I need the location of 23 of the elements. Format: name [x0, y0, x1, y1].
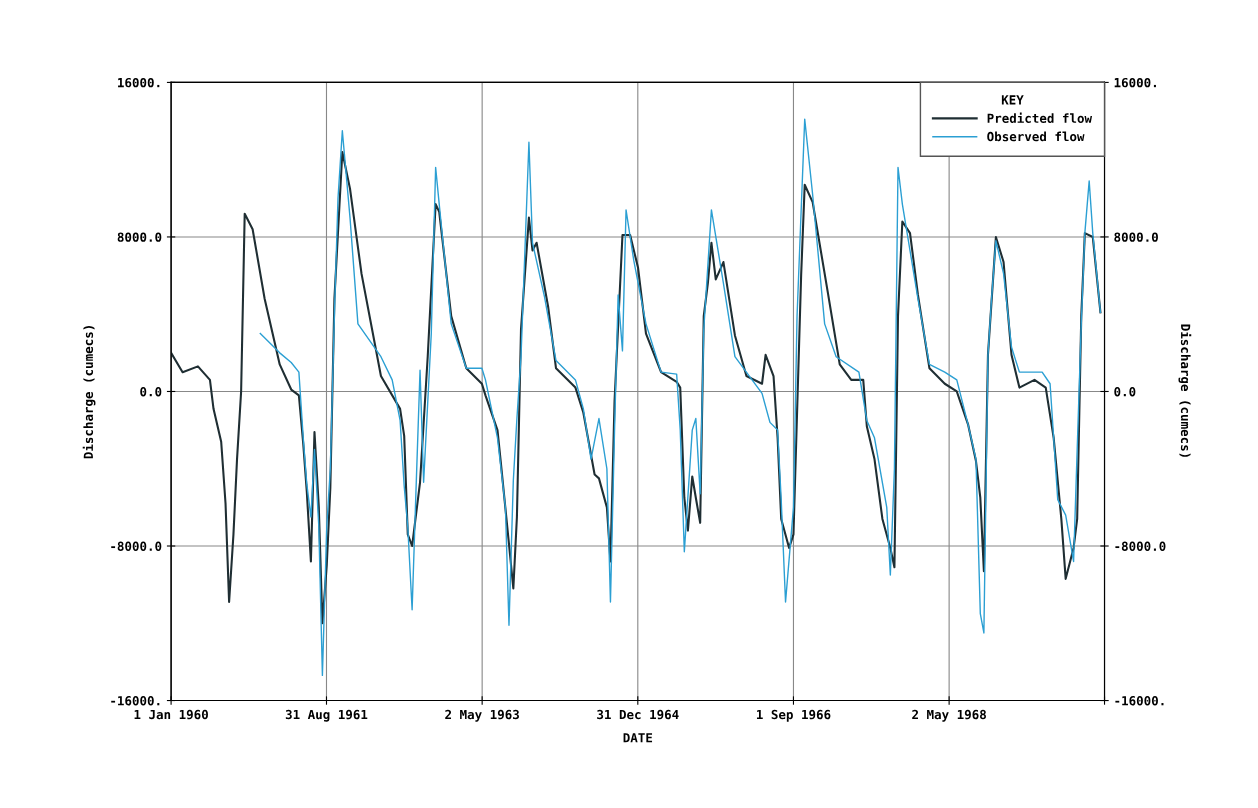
line-series	[171, 150, 1102, 625]
legend-label: Observed flow	[987, 131, 1085, 142]
legend-title: KEY	[1001, 95, 1024, 105]
y-tick-label: -8000.0	[111, 541, 162, 551]
x-axis-title: DATE	[623, 733, 653, 743]
x-tick-label: 2 May 1968	[912, 709, 986, 722]
y2-tick-label: -8000.0	[1115, 541, 1166, 551]
y-tick-label: 0.0	[140, 386, 162, 397]
y2-tick-label: -16000.	[1115, 696, 1164, 706]
x-tick-label: 2 May 1963	[445, 709, 519, 722]
legend-label: Predicted flow	[987, 112, 1093, 123]
y2-tick-label: 0.0	[1114, 386, 1136, 397]
y-tick-label: 16000.	[118, 77, 160, 88]
y2-axis-title: Discharge (cumecs)	[1178, 324, 1192, 457]
y-tick-label: 8000.0	[117, 232, 162, 242]
x-tick-label: 31 Dec 1964	[597, 709, 679, 720]
x-tick-label: 1 Sep 1966	[756, 709, 831, 722]
y2-tick-label: 16000.	[1114, 77, 1156, 88]
y2-tick-label: 8000.0	[1114, 232, 1158, 242]
x-tick-label: 1 Jan 1960	[134, 709, 208, 720]
y-tick-label: -16000.	[111, 696, 160, 706]
x-tick-label: 31 Aug 1961	[285, 709, 368, 722]
y-axis-title: Discharge (cumecs)	[82, 326, 96, 459]
